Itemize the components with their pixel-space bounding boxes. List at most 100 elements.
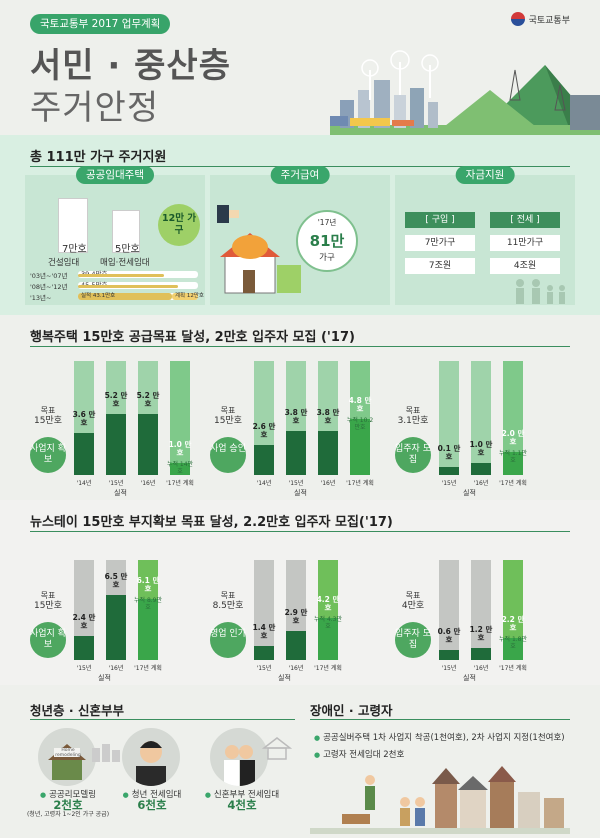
ministry-logo: 국토교통부 bbox=[510, 12, 570, 26]
bar-value-label: 5.2 만호 bbox=[136, 391, 160, 409]
bar-value-label: 1.2 만호 bbox=[469, 625, 493, 642]
header: 국토교통부 2017 업무계획 서민 · 중산층 주거안정 국토교통부 bbox=[0, 0, 600, 135]
progress-fill bbox=[78, 285, 178, 288]
actual-group-label: 실적 bbox=[463, 674, 476, 682]
section3-title: 뉴스테이 15만호 부지확보 목표 달성, 2.2만호 입주자 모집('17) bbox=[30, 515, 393, 530]
bar-cumulative-label: 누적 14만호 bbox=[166, 461, 194, 476]
bar-value-label: 4.2 만호 bbox=[316, 595, 340, 612]
benefit-circle: '17년 81만 가구 bbox=[296, 210, 358, 272]
construction-rental-caption: 건설임대 bbox=[48, 258, 80, 268]
goal-value: 8.5만호 bbox=[212, 601, 244, 611]
newlywed-couple-icon bbox=[210, 728, 268, 786]
bar-value-label: 4.8 만호 bbox=[348, 396, 372, 413]
bar-fill bbox=[503, 638, 523, 660]
bar-value-label: 1.0 만호 bbox=[168, 440, 192, 458]
bar-value-label: 6.5 만호 bbox=[104, 572, 128, 589]
bar-fill bbox=[350, 419, 370, 475]
small-buildings-icon bbox=[92, 744, 120, 762]
goal-title: 목표 bbox=[405, 591, 421, 600]
youth-divider bbox=[30, 719, 295, 720]
bar-tick-label: '14년 bbox=[256, 480, 272, 487]
progress-fill bbox=[78, 274, 164, 277]
funding-title: 자금지원 bbox=[455, 166, 515, 184]
bar-cumulative-label: 누적 8.9만호 bbox=[134, 597, 163, 611]
newlywed-jeonse-item: 신혼부부 전세임대 4천호 bbox=[194, 790, 290, 811]
goal-title: 목표 bbox=[405, 406, 421, 415]
remodeling-value: 2천호 bbox=[53, 798, 83, 812]
remodeling-label: 공공리모델링 bbox=[20, 790, 116, 800]
bar-fill bbox=[439, 467, 459, 475]
bar-tick-label: '17년 계획 bbox=[314, 665, 342, 672]
section3-divider bbox=[30, 531, 570, 532]
bar-tick-label: '15년 bbox=[441, 480, 457, 487]
elderly-jeonse-bullet: 고령자 전세임대 2천호 bbox=[314, 748, 404, 760]
section1-title: 총 111만 가구 주거지원 bbox=[30, 150, 167, 165]
bar-background bbox=[503, 361, 523, 475]
benefit-unit: 가구 bbox=[319, 253, 335, 263]
funding-jeonse-amount: 4조원 bbox=[490, 258, 560, 274]
bar-value-label: 5.2 만호 bbox=[104, 391, 128, 409]
bar-fill bbox=[254, 646, 274, 660]
progress-period: '03년~'07년 bbox=[30, 272, 68, 280]
category-badge: 사업지 확보 bbox=[30, 622, 66, 658]
house-piggybank-icon bbox=[217, 205, 301, 294]
public-rental-title: 공공임대주택 bbox=[76, 166, 154, 184]
bar-fill bbox=[138, 414, 158, 475]
goal-label: 목표 3.1만호 bbox=[395, 405, 431, 427]
bar-tick-label: '17년 계획 bbox=[134, 665, 162, 672]
bar-tick-label: '15년 bbox=[108, 480, 124, 487]
bar-tick-label: '16년 bbox=[320, 480, 336, 487]
progress-period: '13년~ bbox=[30, 294, 52, 302]
bar-fill bbox=[106, 595, 126, 660]
category-badge: 입주자 모집 bbox=[395, 622, 431, 658]
newlywed-jeonse-label: 신혼부부 전세임대 bbox=[194, 790, 290, 800]
goal-value: 15만호 bbox=[33, 416, 62, 426]
goal-label: 목표 15만호 bbox=[210, 405, 246, 427]
rental-building-icon bbox=[58, 198, 88, 253]
elderly-neighborhood-illustration bbox=[310, 766, 570, 834]
bar-value-label: 6.1 만호 bbox=[136, 576, 160, 593]
funding-purchase-amount: 7조원 bbox=[405, 258, 475, 274]
funding-purchase-households: 7만가구 bbox=[405, 235, 475, 251]
bar-value-label: 1.4 만호 bbox=[252, 623, 276, 640]
elderly-divider bbox=[310, 719, 570, 720]
goal-title: 목표 bbox=[220, 591, 236, 600]
bar-cumulative-label: 누적 10.2만호 bbox=[346, 417, 374, 431]
benefit-value: 81만 bbox=[309, 232, 345, 250]
actual-group-label: 실적 bbox=[294, 489, 307, 497]
funding-purchase-header: [ 구입 ] bbox=[405, 212, 475, 228]
bar-tick-label: '15년 bbox=[441, 665, 457, 672]
bar-cumulative-label: 누적 4.3만호 bbox=[314, 616, 343, 630]
goal-value: 15만호 bbox=[33, 601, 62, 611]
bar-tick-label: '17년 계획 bbox=[499, 480, 527, 487]
bar-fill bbox=[138, 599, 158, 660]
progress-fill-plan: 계획 12만호 bbox=[172, 293, 204, 300]
family-silhouette-icon bbox=[516, 279, 565, 304]
youth-jeonse-label: 청년 전세임대 bbox=[112, 790, 192, 800]
goal-value: 15만호 bbox=[213, 416, 242, 426]
bar-value-label: 3.6 만호 bbox=[72, 410, 96, 427]
bar-fill bbox=[106, 414, 126, 475]
plan-label: 국토교통부 2017 업무계획 bbox=[30, 14, 171, 34]
construction-rental-value: 7만호 bbox=[62, 244, 87, 255]
funding-jeonse-header: [ 전세 ] bbox=[490, 212, 560, 228]
youth-jeonse-item: 청년 전세임대 6천호 bbox=[112, 790, 192, 811]
category-badge: 사업 승인 bbox=[210, 437, 246, 473]
bar-tick-label: '17년 계획 bbox=[166, 480, 194, 487]
bar-fill bbox=[170, 463, 190, 475]
progress-period: '08년~'12년 bbox=[30, 283, 68, 291]
actual-group-label: 실적 bbox=[463, 489, 476, 497]
bar-background bbox=[254, 560, 274, 660]
actual-group-label: 실적 bbox=[278, 674, 291, 682]
bar-tick-label: '15년 bbox=[76, 665, 92, 672]
section2-divider bbox=[30, 346, 570, 347]
bar-fill bbox=[286, 430, 306, 475]
goal-value: 4만호 bbox=[401, 601, 425, 611]
bar-value-label: 3.8 만호 bbox=[316, 407, 340, 425]
bar-background bbox=[439, 560, 459, 660]
goal-label: 목표 15만호 bbox=[30, 590, 66, 612]
bar-tick-label: '16년 bbox=[140, 480, 156, 487]
bar-value-label: 2.6 만호 bbox=[252, 421, 276, 439]
purchase-building-icon bbox=[112, 210, 140, 253]
